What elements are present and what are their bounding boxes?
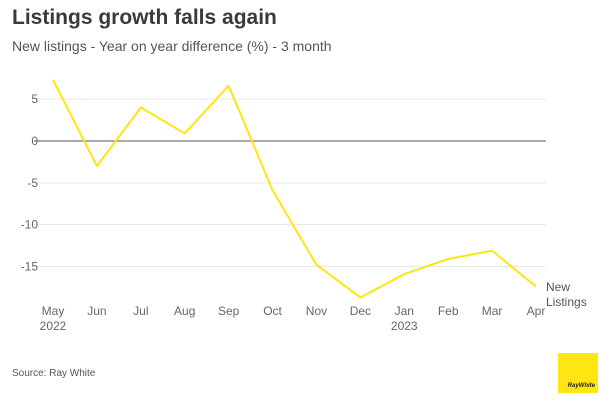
x-tick-label: Mar: [482, 304, 503, 318]
x-tick-label: Dec: [350, 304, 371, 318]
x-tick-label: Apr: [527, 304, 546, 318]
x-year-label: 2023: [391, 319, 418, 333]
x-tick-label: Oct: [263, 304, 282, 318]
x-tick-label: May: [42, 304, 65, 318]
logo-text: RayWhite: [567, 383, 595, 389]
x-tick-label: Sep: [218, 304, 240, 318]
y-tick-label: -15: [21, 260, 39, 274]
ray-white-logo: RayWhite: [558, 353, 598, 393]
series-label: New: [546, 280, 570, 294]
y-tick-label: -5: [27, 176, 38, 190]
series-label: Listings: [546, 295, 587, 309]
gridlines: [34, 98, 546, 268]
x-tick-label: Feb: [438, 304, 459, 318]
y-tick-label: 5: [31, 92, 38, 106]
y-axis-ticks: 5 0 -5 -10 -15: [21, 92, 39, 273]
x-tick-label: Nov: [306, 304, 327, 318]
x-year-label: 2022: [40, 319, 67, 333]
x-tick-label: Jun: [87, 304, 106, 318]
series-layer: [52, 79, 537, 299]
x-tick-label: Jan: [395, 304, 414, 318]
chart-title: Listings growth falls again: [12, 6, 277, 29]
series-line-new-listings: [52, 79, 537, 299]
chart-subtitle: New listings - Year on year difference (…: [12, 38, 332, 54]
x-tick-label: Jul: [133, 304, 148, 318]
x-tick-label: Aug: [174, 304, 195, 318]
y-tick-label: -10: [21, 218, 39, 232]
source-note: Source: Ray White: [12, 368, 96, 379]
y-tick-label: 0: [31, 134, 38, 148]
